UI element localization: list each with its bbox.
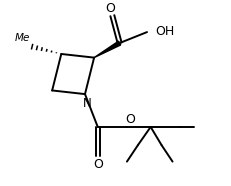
Text: N: N [82,97,91,110]
Text: OH: OH [155,25,174,38]
Text: O: O [92,158,102,171]
Text: Me: Me [15,33,30,43]
Polygon shape [94,41,120,58]
Text: O: O [105,2,115,15]
Text: O: O [125,113,135,126]
